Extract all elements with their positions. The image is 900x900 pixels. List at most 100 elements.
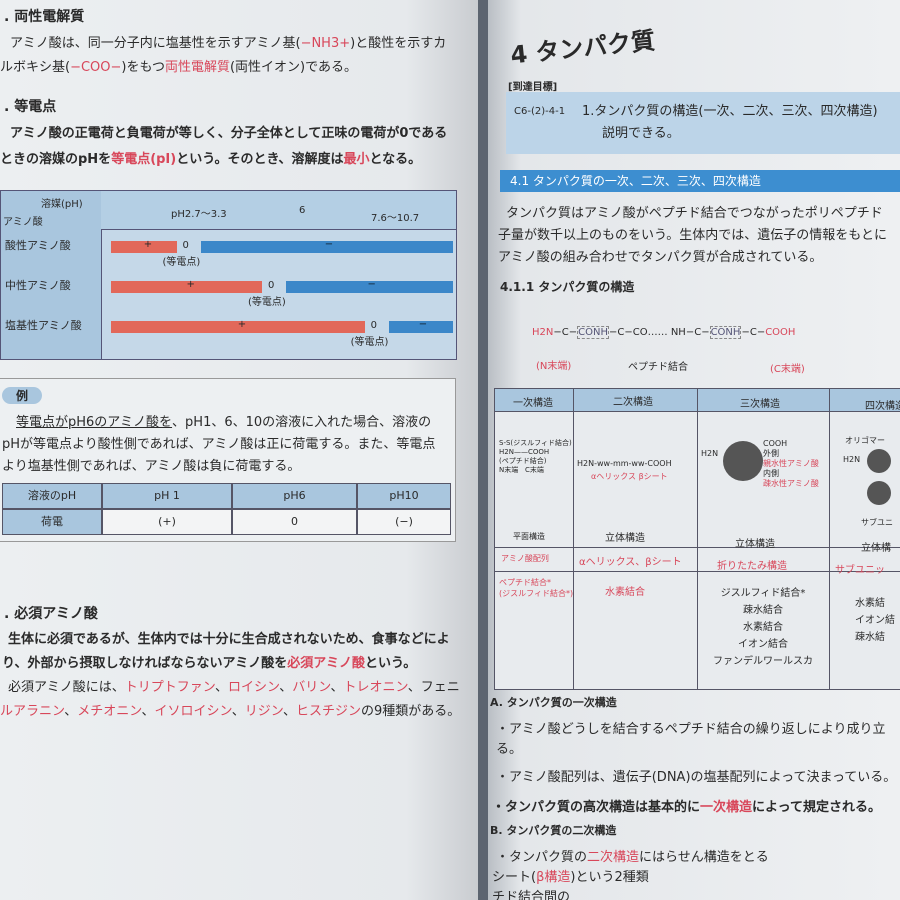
chapter-title: 4 タンパク質	[509, 26, 657, 70]
quaternary-oligo: オリゴマー	[845, 436, 885, 445]
col-header: 三次構造	[740, 399, 780, 410]
text-line: る。	[496, 742, 523, 757]
text-line: ・タンパク質の二次構造にはらせん構造をとる	[496, 850, 769, 865]
text-line: アミノ酸の正電荷と負電荷が等しく、分子全体として正味の電荷が0である	[10, 126, 448, 141]
heading-isoelectric: . 等電点	[4, 99, 57, 115]
negative-bar	[388, 321, 453, 333]
text-line: ルアラニン、メチオニン、イソロイシン、リジン、ヒスチジンの9種類がある。	[0, 704, 461, 719]
tertiary-labels: COOH 外側 親水性アミノ酸 内側 疎水性アミノ酸	[763, 439, 819, 488]
goal-label: [到達目標]	[508, 82, 558, 93]
example-label: 例	[2, 387, 43, 404]
isoelectric-label: (等電点)	[162, 257, 201, 268]
plus-sign: +	[237, 319, 247, 330]
row2-cell: 水素結合	[605, 587, 645, 598]
text-line: ときの溶媒のpHを等電点(pI)という。そのとき、溶解度は最小となる。	[0, 152, 422, 167]
subunit-icon	[867, 449, 891, 473]
goal-box: C6-(2)-4-1 1.タンパク質の構造(一次、二次、三次、四次構造) 説明で…	[506, 92, 900, 154]
subunit-icon	[867, 481, 891, 505]
minus-sign: −	[418, 319, 428, 330]
zero-label: 0	[370, 320, 377, 331]
ph-charge-table: 溶媒(pH) アミノ酸 pH2.7～3.3 6 7.6～10.7 酸性アミノ酸 …	[0, 190, 457, 360]
row1-cell: 折りたたみ構造	[717, 561, 787, 572]
minus-sign: −	[367, 279, 376, 290]
value-cell: 0	[232, 509, 357, 535]
positive-bar	[111, 281, 262, 293]
isoelectric-label: (等電点)	[350, 337, 389, 348]
figure-title: 4.1.1 タンパク質の構造	[500, 280, 635, 294]
quaternary-h2n: H2N	[843, 455, 861, 464]
value-cell: (+)	[102, 509, 232, 535]
row-label: 酸性アミノ酸	[5, 239, 71, 252]
peptide-formula: H2N−C−CONH−C−CO…… NH−C−CONH−C−COOH	[532, 326, 796, 339]
header-cell: pH10	[357, 483, 451, 509]
corner-solvent: 溶媒(pH)	[41, 199, 83, 210]
zero-label: 0	[268, 280, 275, 291]
text-line: より塩基性側であれば、アミノ酸は負に荷電する。	[2, 459, 301, 474]
goal-code: C6-(2)-4-1	[514, 106, 566, 117]
value-cell: (−)	[357, 509, 451, 535]
row1-cell: αヘリックス、βシート	[579, 557, 682, 568]
n-terminus-label: (N末端)	[536, 361, 572, 372]
example-box: 例 等電点がpH6のアミノ酸を、pH1、6、10の溶液に入れた場合、溶液の pH…	[0, 378, 456, 542]
peptide-bond-label: ペプチド結合	[628, 362, 688, 373]
isoelectric-label: (等電点)	[248, 297, 286, 308]
row2-cell: 水素結 イオン結 疎水結	[855, 598, 895, 643]
positive-bar	[111, 241, 177, 253]
text-line: 等電点がpH6のアミノ酸を、pH1、6、10の溶液に入れた場合、溶液の	[16, 415, 432, 430]
zero-label: 0	[182, 240, 189, 251]
positive-bar	[111, 321, 365, 333]
minus-sign: −	[324, 239, 334, 250]
col-header: 7.6～10.7	[371, 213, 420, 224]
protein-globule-icon	[723, 441, 763, 481]
goal-text: 説明できる。	[602, 126, 680, 141]
text-line: り、外部から摂取しなければならないアミノ酸を必須アミノ酸という。	[2, 656, 417, 671]
text-line: 生体に必須であるが、生体内では十分に生合成されないため、食事などによ	[8, 632, 450, 647]
text-line: シート(β構造)という2種類	[492, 870, 649, 885]
primary-flat: 平面構造	[513, 532, 545, 541]
plus-sign: +	[186, 279, 195, 290]
col-header: 二次構造	[613, 397, 653, 408]
structure-table: 一次構造 二次構造 三次構造 四次構造 S-S(ジスルフィド結合)H2N——CO…	[494, 388, 900, 690]
col-header: pH2.7～3.3	[171, 209, 227, 220]
negative-bar	[286, 281, 453, 293]
text-line: 子量が数千以上のものをいう。生体内では、遺伝子の情報をもとに	[498, 228, 887, 243]
corner-amino: アミノ酸	[3, 217, 43, 228]
col-header: 四次構造	[865, 401, 900, 412]
right-page: 4 タンパク質 [到達目標] C6-(2)-4-1 1.タンパク質の構造(一次、…	[488, 0, 900, 900]
row1-cell: サブユニッ	[835, 565, 885, 576]
section-header: 4.1 タンパク質の一次、二次、三次、四次構造	[500, 170, 900, 192]
plus-sign: +	[143, 239, 153, 250]
left-page: . 両性電解質 アミノ酸は、同一分子内に塩基性を示すアミノ基(−NH3+)と酸性…	[0, 0, 478, 900]
secondary-shape: 立体構造	[605, 533, 645, 544]
row-label: 塩基性アミノ酸	[5, 319, 82, 332]
col-header: 一次構造	[513, 398, 553, 409]
text-line: ・アミノ酸配列は、遺伝子(DNA)の塩基配列によって決まっている。	[496, 770, 897, 785]
row-label: 中性アミノ酸	[5, 279, 71, 292]
heading-primary: A. タンパク質の一次構造	[490, 696, 617, 709]
heading-amphoteric: . 両性電解質	[4, 9, 85, 25]
secondary-labels: αヘリックス βシート	[591, 472, 668, 481]
text-line: pHが等電点より酸性側であれば、アミノ酸は正に荷電する。また、等電点	[2, 437, 436, 452]
row1-label: アミノ酸配列	[501, 554, 549, 563]
text-line: ・タンパク質の高次構造は基本的に一次構造によって規定される。	[492, 800, 881, 815]
col-header: 6	[299, 205, 306, 216]
text-line: 必須アミノ酸には、トリプトファン、ロイシン、バリン、トレオニン、フェニ	[8, 680, 460, 695]
text-line: ・アミノ酸どうしを結合するペプチド結合の繰り返しにより成り立	[496, 722, 886, 737]
goal-text: 1.タンパク質の構造(一次、二次、三次、四次構造)	[582, 104, 878, 119]
row2-label: ペプチド結合* (ジスルフィド結合*)	[499, 578, 574, 598]
header-cell: 溶液のpH	[2, 483, 102, 509]
quaternary-sub: サブユニ	[861, 518, 893, 527]
heading-essential: . 必須アミノ酸	[4, 606, 98, 622]
primary-diagram: S-S(ジスルフィド結合) H2N——COOH (ペプチド結合) N末端 C末端	[499, 439, 572, 474]
tertiary-shape: 立体構造	[735, 539, 775, 550]
row2-cell: ジスルフィド結合* 疎水結合 水素結合 イオン結合 ファンデルワールスカ	[713, 588, 813, 667]
text-line: タンパク質はアミノ酸がペプチド結合でつながったポリペプチド	[506, 206, 883, 221]
negative-bar	[200, 241, 453, 253]
header-cell: pH6	[232, 483, 357, 509]
text-line: チド結合間の	[492, 890, 571, 900]
text-line: アミノ酸の組み合わせでタンパク質が合成されている。	[498, 250, 823, 265]
tertiary-h2n: H2N	[701, 449, 719, 458]
text-line: アミノ酸は、同一分子内に塩基性を示すアミノ基(−NH3+)と酸性を示すカ	[10, 36, 447, 51]
heading-secondary: B. タンパク質の二次構造	[490, 824, 617, 837]
secondary-chain: H2N-ww-mm-ww-COOH	[577, 459, 672, 468]
